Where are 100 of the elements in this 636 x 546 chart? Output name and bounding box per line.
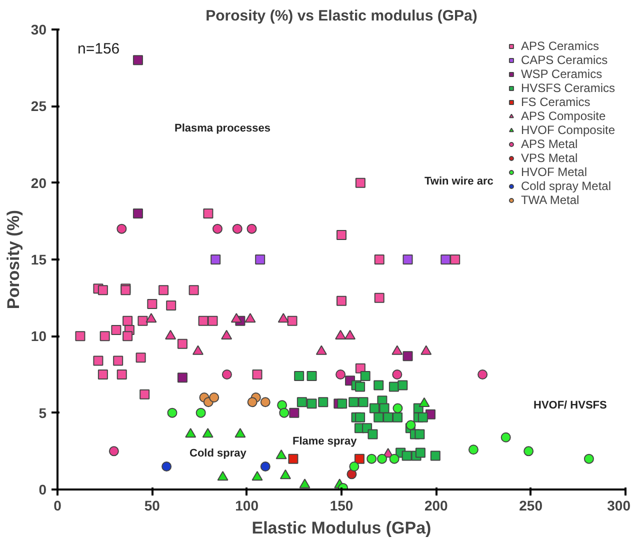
point [260,462,270,472]
y-tick-label: 0 [38,482,47,498]
point [247,397,258,408]
x-tick-label: 150 [330,498,354,514]
point [122,331,133,342]
point [374,380,384,390]
point [136,352,146,363]
point [430,450,440,461]
point [208,316,218,326]
point [122,316,133,326]
point [276,449,287,460]
point [167,408,178,418]
point [402,254,413,264]
y-axis-title: Porosity (%) [4,210,23,310]
legend-label: FS Ceramics [520,95,590,109]
point [140,389,150,400]
point [147,298,158,309]
point [392,403,403,414]
x-tick-label: 300 [607,498,631,514]
point [402,450,412,461]
annotation: Cold spray [190,448,248,460]
point [146,313,157,323]
annotation: HVOF/ HVSFS [534,400,607,412]
legend-label: TWA Metal [520,193,580,207]
point [244,313,256,323]
point [450,254,460,264]
y-tick-label: 15 [30,252,47,268]
point [113,356,124,366]
point [335,330,346,340]
point [246,224,257,234]
legend-label: HVOF Metal [520,165,587,179]
point [165,330,176,340]
point [111,325,122,336]
point [318,397,328,408]
legend-label: Cold spray Metal [520,179,612,193]
point [210,254,221,264]
legend-label: VPS Metal [520,151,578,165]
point [402,351,413,362]
x-tick-label: 100 [235,498,259,514]
point [221,330,232,340]
point [279,408,290,418]
legend-label: APS Ceramics [520,39,599,53]
point [337,398,348,409]
x-axis-title: Elastic Modulus (GPa) [252,518,432,538]
point [369,403,380,414]
point [299,478,310,488]
point [289,408,300,418]
point [584,454,594,464]
point [287,316,298,326]
x-tick-label: 50 [144,498,160,514]
point [360,371,370,382]
point [158,285,169,296]
point [296,397,307,408]
point [368,429,378,440]
point [98,285,108,296]
point [336,296,346,306]
y-tick-label: 20 [30,174,47,191]
point [116,370,127,380]
point [162,462,172,472]
point [358,397,368,408]
point [93,356,104,366]
legend-label: APS Metal [520,137,578,151]
point [177,372,188,383]
point [406,420,416,430]
legend-label: WSP Ceramics [520,67,602,81]
point [188,285,199,296]
point [306,371,317,382]
y-tick-label: 5 [38,404,47,421]
point [212,224,222,234]
point [440,254,451,264]
point [75,331,86,342]
point [398,380,408,390]
legend-label: HVSFS Ceramics [520,81,615,95]
legend-label: HVOF Composite [520,123,615,137]
point [349,462,360,472]
legend-label: APS Composite [520,109,606,123]
y-tick-label: 30 [30,22,47,38]
point [420,345,432,355]
point [234,428,246,438]
annotation: Twin wire arc [424,176,494,188]
x-tick-label: 0 [54,498,62,514]
point [294,371,304,382]
point [355,412,366,422]
point [100,331,110,342]
point [198,316,208,326]
y-tick-label: 10 [30,328,47,344]
point [374,292,384,303]
point [374,412,384,422]
point [418,412,428,422]
point [392,370,402,380]
point [478,370,488,380]
point [196,408,206,418]
point [260,397,270,408]
point [415,448,426,458]
point [355,178,366,188]
point [377,454,388,464]
point [280,469,291,480]
point [366,454,377,464]
point [306,398,317,409]
point [468,444,478,455]
